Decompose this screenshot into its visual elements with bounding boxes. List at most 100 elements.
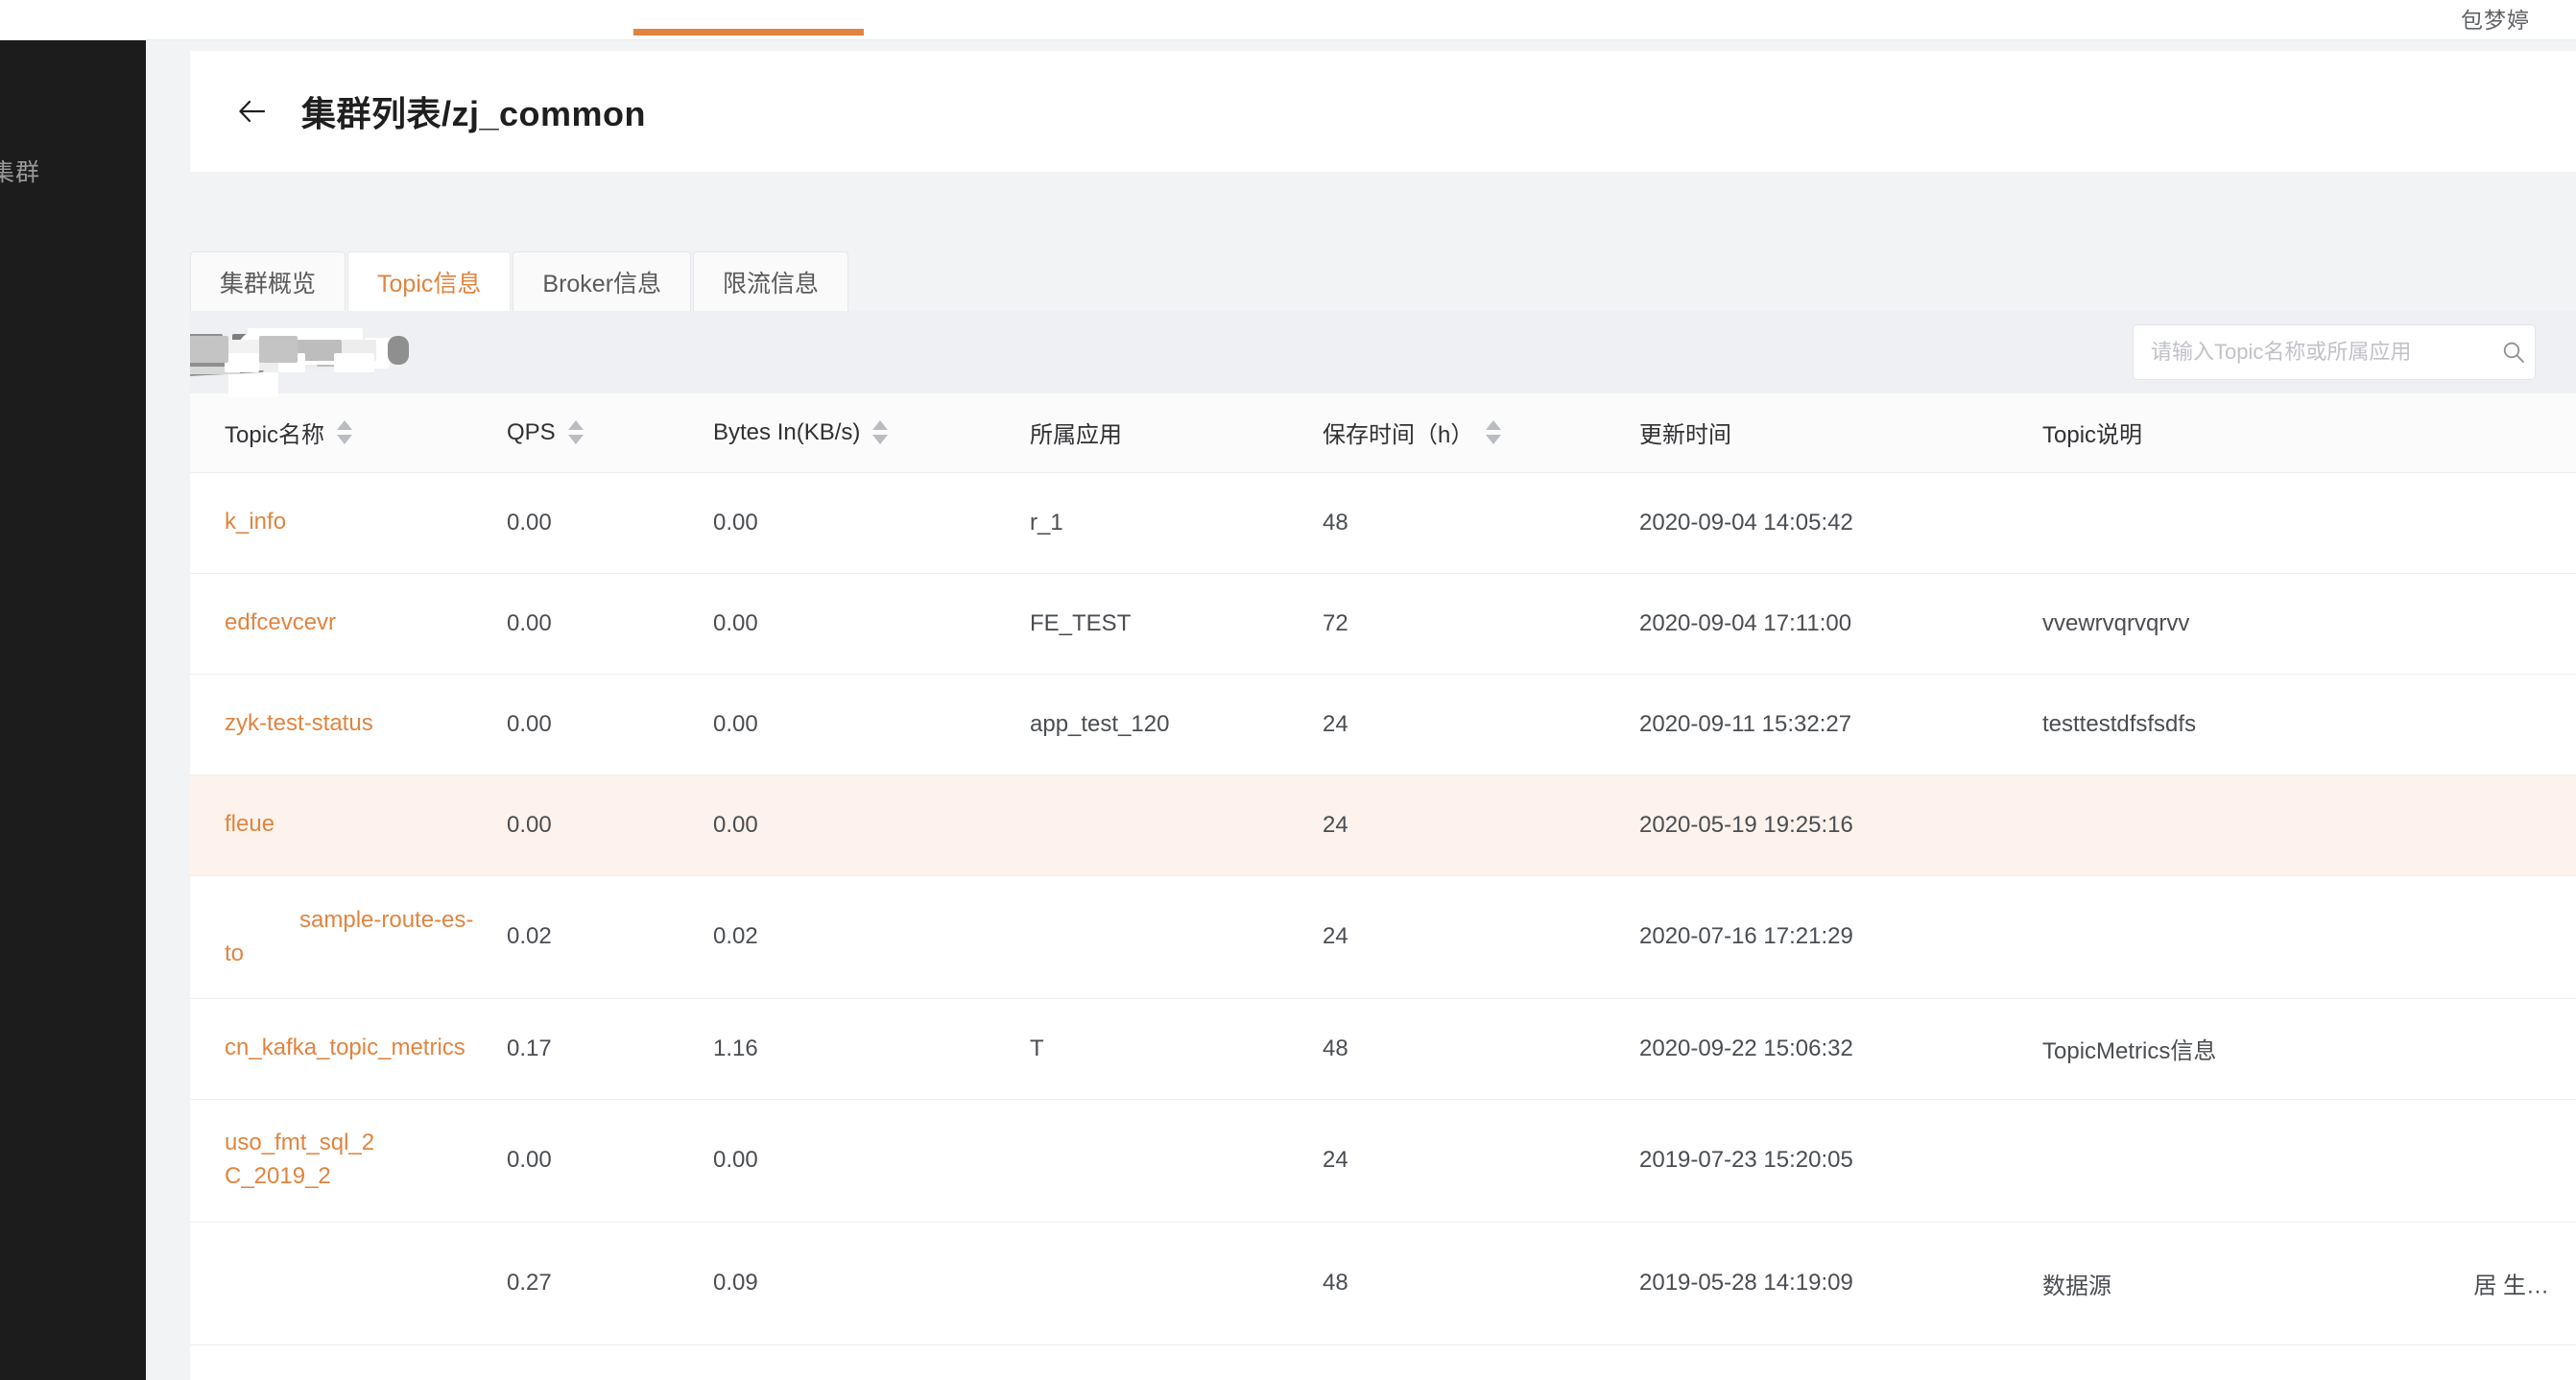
topic-name-link-line2[interactable]: to bbox=[225, 940, 245, 966]
description-text: vvewrvqrvqrvv bbox=[2042, 609, 2190, 636]
tab-topic-info[interactable]: Topic信息 bbox=[347, 251, 512, 311]
app-name: FE_TEST bbox=[1030, 609, 1132, 636]
description-text bbox=[2042, 1147, 2576, 1174]
topic-name-link[interactable]: test_edit_kafka_p bbox=[225, 1365, 507, 1380]
bytes-in-value: 0.00 bbox=[713, 509, 758, 535]
sort-toggle-qps[interactable] bbox=[567, 420, 584, 445]
column-label: Bytes In(KB/s) bbox=[713, 418, 861, 445]
bytes-in-value: 0.00 bbox=[713, 1147, 758, 1173]
table-row[interactable]: cn_kafka_topic_metrics 0.17 1.16 T 48 20… bbox=[190, 340, 2576, 1100]
retention-value: 48 bbox=[1323, 1035, 1348, 1061]
description-text: testtestdfsfsdfs bbox=[2042, 710, 2197, 737]
qps-value: 0.02 bbox=[507, 923, 552, 949]
updated-time: 2020-09-11 15:32:27 bbox=[1639, 710, 1852, 737]
retention-value: 48 bbox=[1323, 509, 1348, 535]
column-header-app: 所属应用 bbox=[1030, 393, 1323, 472]
sort-toggle-topic-name[interactable] bbox=[337, 420, 353, 445]
updated-time: 2020-09-16 20:40:44 bbox=[1639, 1368, 2042, 1380]
column-label: 更新时间 bbox=[1639, 422, 1731, 449]
qps-value: 0.00 bbox=[507, 1147, 552, 1173]
table-row[interactable]: test_edit_kafka_p 0.00 0.00 data-stream…… bbox=[190, 336, 2576, 1380]
updated-time: 2020-09-04 17:11:00 bbox=[1639, 609, 1852, 636]
search-box[interactable] bbox=[2133, 324, 2536, 380]
tab-label: Broker信息 bbox=[542, 270, 662, 297]
topic-name-link[interactable]: cn_kafka_topic_metrics bbox=[225, 1035, 465, 1061]
page-title: 集群列表/zj_common bbox=[301, 94, 647, 133]
caret-up-icon bbox=[872, 420, 889, 431]
table-row[interactable]: zyk-test-status 0.00 0.00 app_test_120 2… bbox=[190, 338, 2576, 775]
column-label: Topic名称 bbox=[225, 422, 325, 449]
updated-time: 2019-05-28 14:19:09 bbox=[1639, 1270, 1853, 1296]
caret-up-icon bbox=[1486, 420, 1502, 431]
main-content: 集群列表/zj_common 集群概览 Topic信息 Broker信息 限流信… bbox=[146, 40, 2576, 1380]
description-text: test test bbox=[2042, 1368, 2576, 1380]
qps-value: 0.27 bbox=[507, 1270, 552, 1296]
bytes-in-value: 0.00 bbox=[713, 710, 758, 737]
tab-label: 集群概览 bbox=[220, 270, 317, 297]
search-icon[interactable] bbox=[2493, 325, 2535, 379]
qps-value: 0.00 bbox=[507, 811, 552, 838]
topic-name-link[interactable]: sample-route-es- bbox=[299, 906, 474, 933]
app-name: r_1 bbox=[1030, 509, 1063, 535]
table-row[interactable]: uso_fmt_sql_2 C_2019_2 0.00 0.00 24 2019… bbox=[190, 328, 2576, 1223]
topic-name-link-line2[interactable]: C_2019_2 bbox=[225, 1163, 331, 1189]
app-name bbox=[1030, 1147, 1323, 1174]
caret-down-icon bbox=[872, 435, 889, 445]
topic-name-link[interactable]: uso_fmt_sql_2 bbox=[225, 1130, 375, 1156]
sort-toggle-bytes-in[interactable] bbox=[872, 420, 889, 445]
updated-time: 2020-09-22 15:06:32 bbox=[1639, 1035, 1853, 1061]
description-text: 数据源 bbox=[2042, 1273, 2111, 1299]
bytes-in-value: 0.00 bbox=[713, 1368, 1030, 1380]
table-row[interactable]: edfcevcevr 0.00 0.00 FE_TEST 72 2020-09-… bbox=[190, 334, 2576, 675]
table-header-row: Topic名称 QPS bbox=[190, 393, 2576, 472]
arrow-left-icon[interactable] bbox=[236, 95, 269, 128]
bytes-in-value: 0.00 bbox=[713, 811, 758, 838]
card-title: Topic信息 bbox=[225, 340, 349, 370]
topic-name-link[interactable] bbox=[225, 1270, 507, 1297]
qps-value: 0.00 bbox=[507, 710, 552, 737]
retention-value: 24 bbox=[1323, 710, 1348, 737]
updated-time: 2020-07-16 17:21:29 bbox=[1639, 923, 1853, 949]
search-input[interactable] bbox=[2134, 340, 2493, 365]
column-header-qps[interactable]: QPS bbox=[507, 393, 713, 472]
app-name: data-stream… bbox=[1030, 1366, 1323, 1380]
topic-name-link[interactable]: zyk-test-status bbox=[225, 710, 373, 737]
column-header-bytes-in[interactable]: Bytes In(KB/s) bbox=[713, 393, 1030, 472]
bytes-in-value: 0.02 bbox=[713, 923, 758, 949]
table-header: Topic名称 QPS bbox=[190, 393, 2576, 472]
table-row[interactable]: sample-route-es- to 0.02 0.02 24 2020-07… bbox=[190, 875, 2576, 999]
table-row[interactable]: fleue 0.00 0.00 24 2020-05-19 19:25:16 bbox=[190, 332, 2576, 876]
column-label: 保存时间（h） bbox=[1323, 422, 1474, 449]
top-bar: 包梦婷 bbox=[0, 0, 2576, 40]
retention-value: 48 bbox=[1323, 1368, 1639, 1380]
column-label: Topic说明 bbox=[2042, 422, 2143, 449]
topic-table: Topic名称 QPS bbox=[190, 328, 2576, 1380]
tab-cluster-overview[interactable]: 集群概览 bbox=[190, 251, 346, 311]
caret-down-icon bbox=[1486, 435, 1502, 445]
table-row[interactable]: k_info 0.00 0.00 r_1 48 2020-09-04 14:05… bbox=[190, 349, 2576, 574]
retention-value: 48 bbox=[1323, 1270, 1348, 1296]
column-label: QPS bbox=[507, 418, 556, 445]
caret-up-icon bbox=[337, 420, 353, 431]
qps-value: 0.00 bbox=[507, 1368, 713, 1380]
column-header-retention[interactable]: 保存时间（h） bbox=[1323, 393, 1639, 472]
retention-value: 24 bbox=[1323, 923, 1348, 949]
topic-name-link[interactable]: fleue bbox=[225, 811, 275, 838]
tab-broker-info[interactable]: Broker信息 bbox=[513, 251, 692, 311]
user-name[interactable]: 包梦婷 bbox=[2461, 8, 2530, 33]
column-header-topic-name[interactable]: Topic名称 bbox=[190, 393, 507, 472]
topic-name-link[interactable]: edfcevcevr bbox=[225, 609, 337, 636]
page-header: 集群列表/zj_common bbox=[190, 51, 2576, 172]
sort-toggle-retention[interactable] bbox=[1486, 420, 1502, 445]
table-row[interactable]: 0.27 0.09 48 2019-05-28 14:19:09 数据源 bbox=[190, 336, 2576, 1345]
topic-table-card: Topic信息 Topic名 bbox=[190, 311, 2576, 1380]
active-nav-indicator bbox=[633, 29, 864, 36]
retention-value: 24 bbox=[1323, 1147, 1348, 1173]
topic-name-link[interactable]: k_info bbox=[225, 509, 287, 535]
retention-value: 24 bbox=[1323, 811, 1348, 838]
sidebar-item-cluster[interactable]: 集群 bbox=[0, 154, 125, 188]
app-name bbox=[1030, 1270, 1323, 1297]
bytes-in-value: 0.09 bbox=[713, 1270, 758, 1296]
tab-throttle-info[interactable]: 限流信息 bbox=[693, 251, 849, 311]
table-body: k_info 0.00 0.00 r_1 48 2020-09-04 14:05… bbox=[190, 328, 2576, 1380]
